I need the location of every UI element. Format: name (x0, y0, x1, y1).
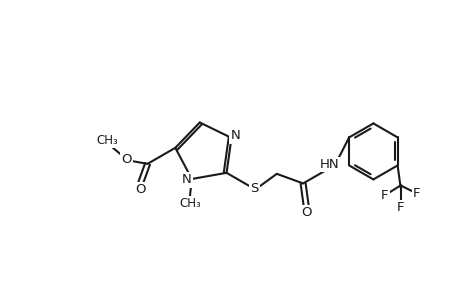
Text: HN: HN (319, 158, 338, 171)
Text: F: F (412, 187, 420, 200)
Text: F: F (396, 201, 403, 214)
Text: CH₃: CH₃ (179, 197, 200, 211)
Text: CH₃: CH₃ (96, 134, 118, 147)
Text: N: N (182, 173, 191, 187)
Text: O: O (300, 206, 311, 219)
Text: N: N (230, 129, 240, 142)
Text: O: O (121, 153, 132, 166)
Text: S: S (250, 182, 258, 195)
Text: F: F (380, 189, 387, 202)
Text: O: O (135, 183, 146, 196)
